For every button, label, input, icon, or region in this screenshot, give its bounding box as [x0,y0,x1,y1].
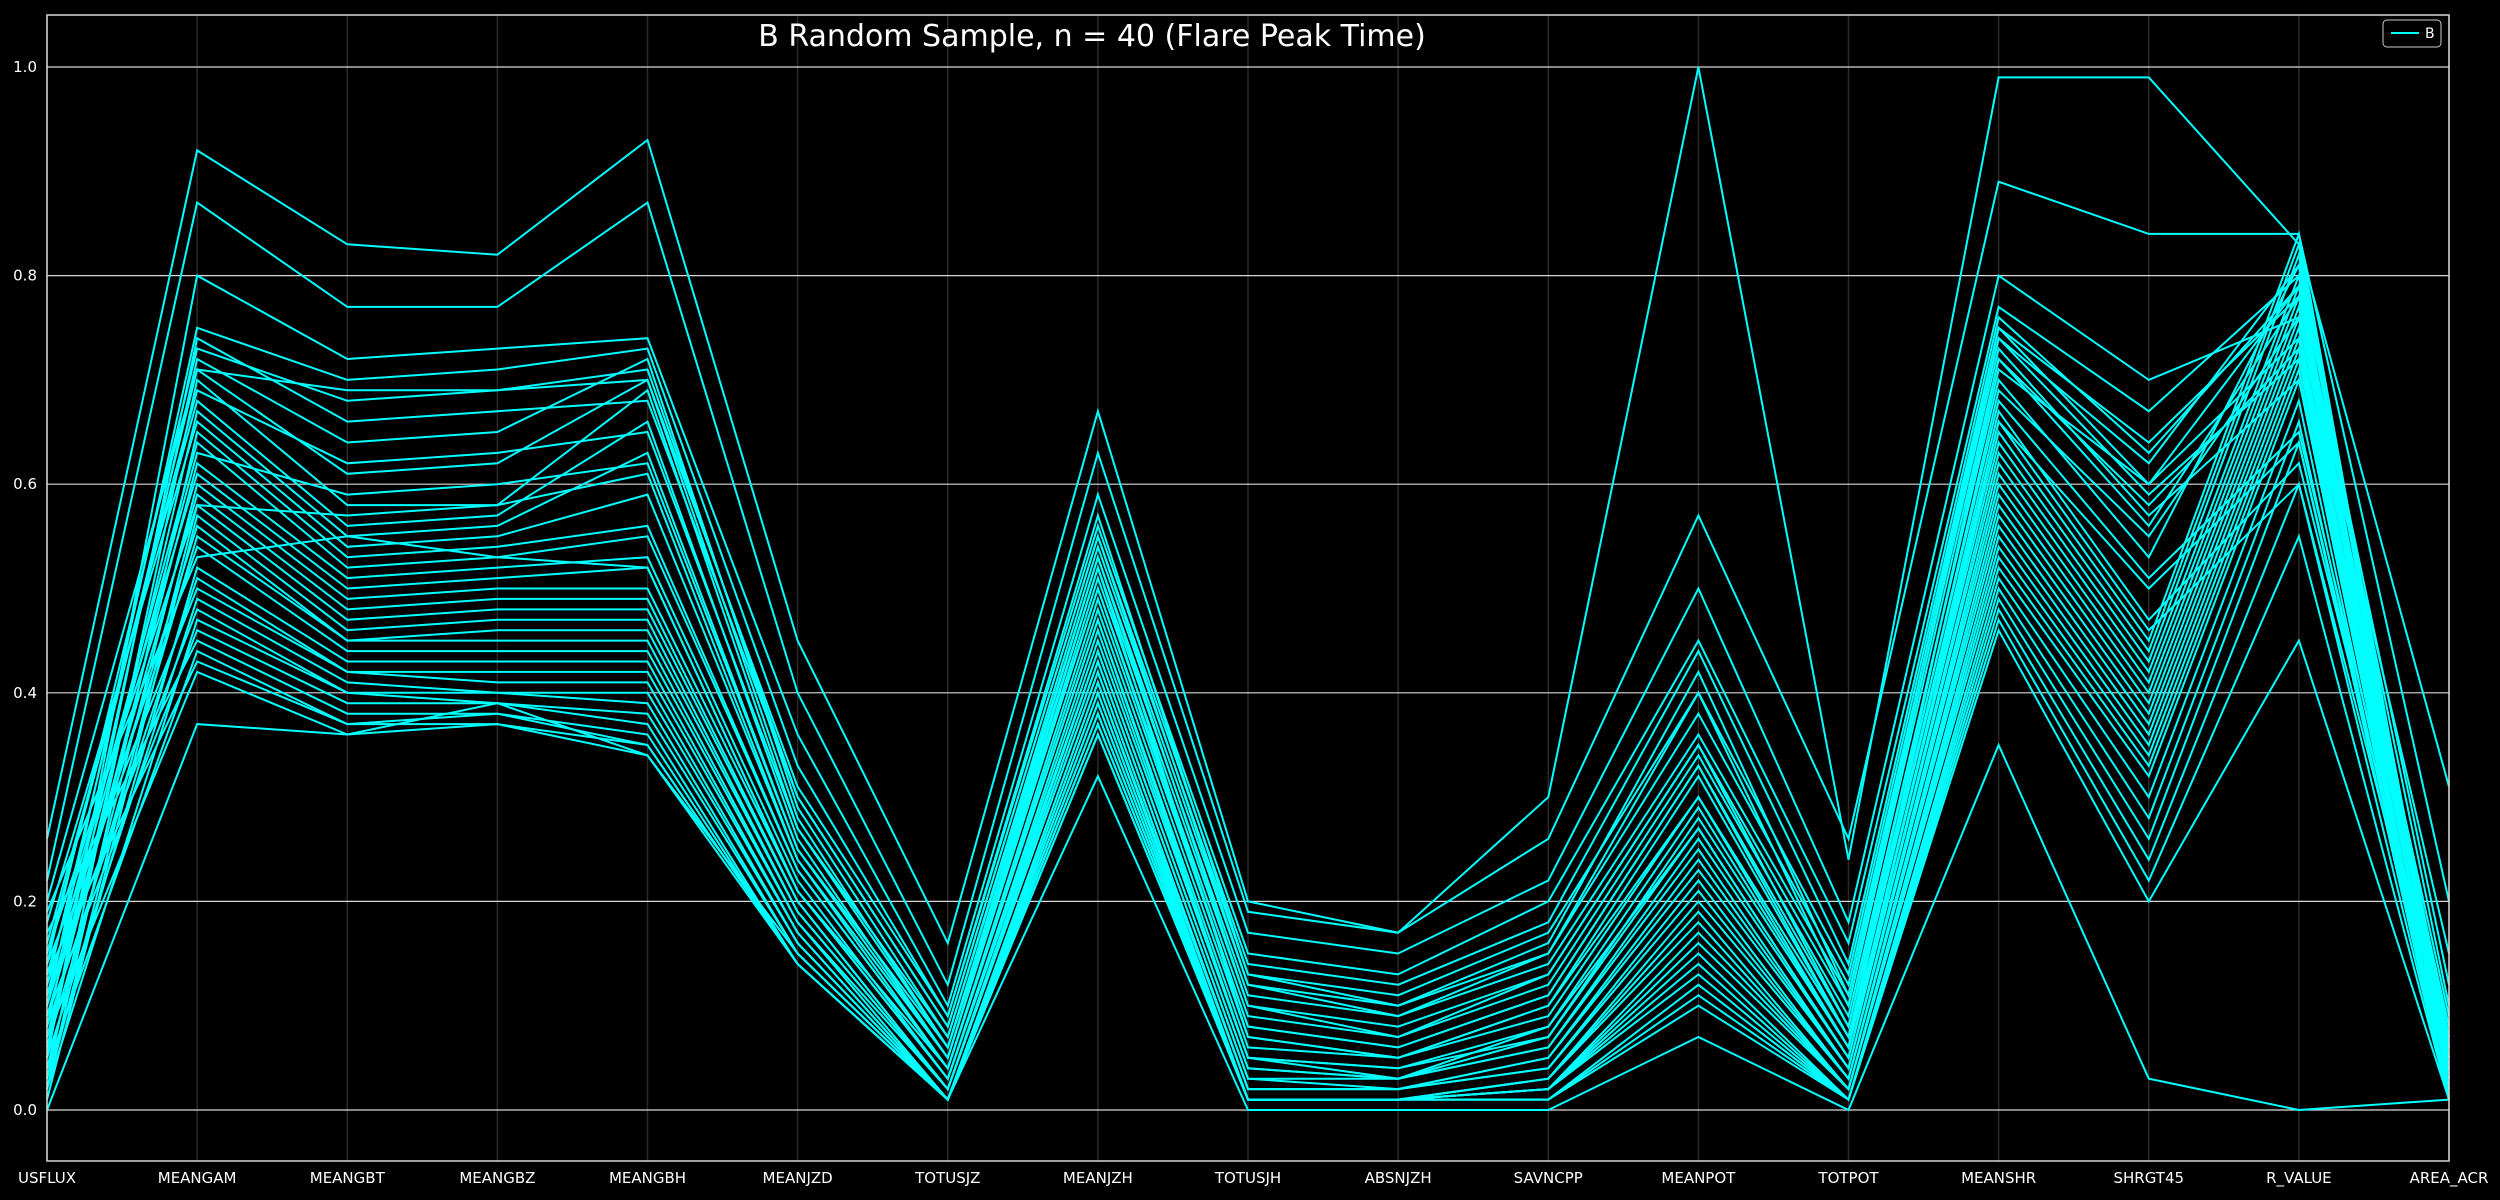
x-tick-label: MEANJZH [1063,1169,1133,1187]
y-tick-label: 1.0 [13,58,37,76]
x-tick-label: MEANPOT [1661,1169,1736,1187]
x-tick-label: MEANGBH [609,1169,686,1187]
series-line [46,419,2450,1071]
x-tick-label: MEANSHR [1961,1169,2036,1187]
x-tick-labels: USFLUX MEANGAM MEANGBT MEANGBZ MEANGBH MEANJZ… [18,1169,2488,1188]
legend-entry-b: B [2425,26,2435,42]
x-tick-label: MEANGAM [158,1169,237,1187]
series-line [46,283,2450,1029]
series-line [46,273,2450,1019]
x-tick-label: SHRGT45 [2113,1169,2184,1187]
x-tick-label: ABSNJZH [1365,1169,1432,1187]
chart-title: B Random Sample, n = 40 (Flare Peak Time… [758,19,1426,54]
x-tick-label: MEANGBT [310,1169,386,1187]
y-tick-label: 0.0 [13,1101,37,1119]
y-tick-label: 0.4 [13,684,37,702]
x-tick-label: TOTUSJZ [914,1169,980,1187]
x-tick-label: USFLUX [18,1169,76,1187]
x-tick-label: MEANJZD [763,1169,833,1187]
series-line [46,346,2450,1079]
y-tick-labels: 0.0 0.2 0.4 0.6 0.8 1.0 [13,58,37,1119]
x-tick-label: TOTUSJH [1214,1169,1281,1187]
series-line [46,66,2450,946]
y-tick-label: 0.2 [13,892,37,910]
series-line [46,292,2450,1100]
plot-frame [46,14,2450,1162]
series-line [46,271,2450,1092]
series-line [46,180,2450,988]
x-tick-label: MEANGBZ [459,1169,535,1187]
series-line [46,273,2450,1058]
series-line [46,314,2450,1058]
legend: B [2382,19,2442,48]
series-line [46,324,2450,1102]
series-lines [46,66,2450,1112]
series-line [46,262,2450,1059]
y-tick-label: 0.6 [13,475,37,493]
series-line [46,627,2450,1102]
series-line [46,294,2450,1038]
series-line [46,283,2450,1058]
x-tick-label: R_VALUE [2266,1169,2332,1188]
x-tick-label: TOTPOT [1817,1169,1879,1187]
x-tick-label: AREA_ACR [2410,1169,2489,1188]
x-tick-label: SAVNCPP [1514,1169,1583,1187]
y-tick-label: 0.8 [13,267,37,285]
series-line [46,419,2450,1080]
